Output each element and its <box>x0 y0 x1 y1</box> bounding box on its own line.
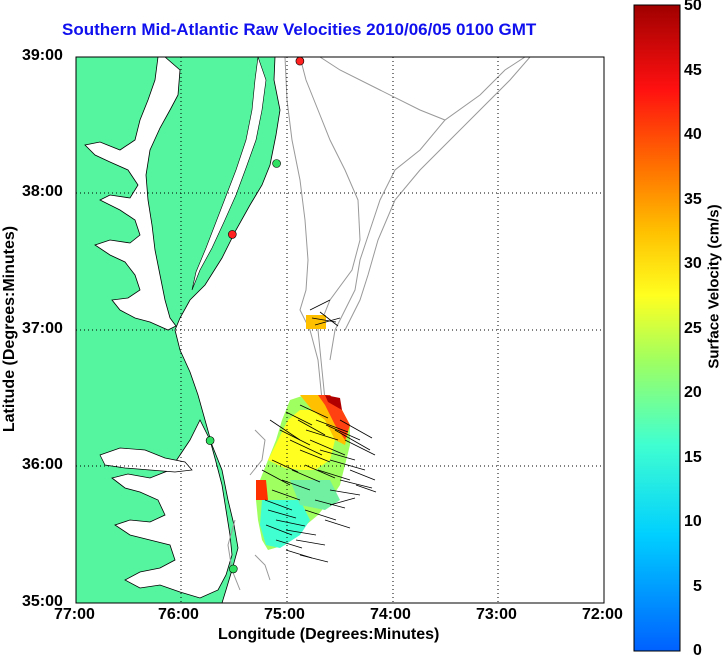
y-tick-label: 39:00 <box>22 47 63 64</box>
colorbar-tick: 15 <box>684 449 702 466</box>
velocity-arrows <box>261 299 377 563</box>
x-tick-label: 74:00 <box>370 606 411 623</box>
colorbar-tick: 10 <box>684 513 702 530</box>
colorbar-label: Surface Velocity (cm/s) <box>705 204 723 369</box>
colorbar-tick: 25 <box>684 320 702 337</box>
colorbar-tick: 5 <box>693 578 702 595</box>
x-tick-label: 75:00 <box>264 606 305 623</box>
velocity-field <box>256 315 350 550</box>
map-grid <box>76 57 604 603</box>
bathymetry-contours <box>227 57 531 591</box>
delmarva-inner-water <box>191 57 267 291</box>
colorbar <box>633 4 681 652</box>
pamlico-sound <box>111 419 233 599</box>
x-tick-label: 73:00 <box>476 606 517 623</box>
chesapeake-bay <box>84 57 181 331</box>
colorbar-tick: 40 <box>684 126 702 143</box>
colorbar-tick: 35 <box>684 191 702 208</box>
colorbar-tick: 30 <box>684 255 702 272</box>
y-tick-label: 38:00 <box>22 183 63 200</box>
station-marker <box>295 57 305 66</box>
colorbar-tick: 50 <box>684 0 702 14</box>
map-title: Southern Mid-Atlantic Raw Velocities 201… <box>62 20 537 39</box>
station-marker <box>229 564 238 574</box>
x-axis-label: Longitude (Degrees:Minutes) <box>218 626 440 643</box>
station-marker <box>272 159 281 168</box>
y-axis-label: Latitude (Degrees:Minutes) <box>1 225 18 433</box>
station-marker <box>205 436 215 445</box>
y-tick-label: 35:00 <box>22 593 63 610</box>
x-tick-label: 72:00 <box>582 606 623 623</box>
colorbar-tick: 20 <box>684 384 702 401</box>
colorbar-tick: 45 <box>684 62 702 79</box>
colorbar-tick: 0 <box>693 642 702 659</box>
plot-frame <box>75 56 605 604</box>
x-tick-label: 76:00 <box>158 606 199 623</box>
x-tick-label: 77:00 <box>54 606 95 623</box>
station-markers <box>205 57 305 574</box>
y-tick-label: 37:00 <box>22 320 63 337</box>
y-tick-label: 36:00 <box>22 456 63 473</box>
station-marker <box>228 230 237 239</box>
